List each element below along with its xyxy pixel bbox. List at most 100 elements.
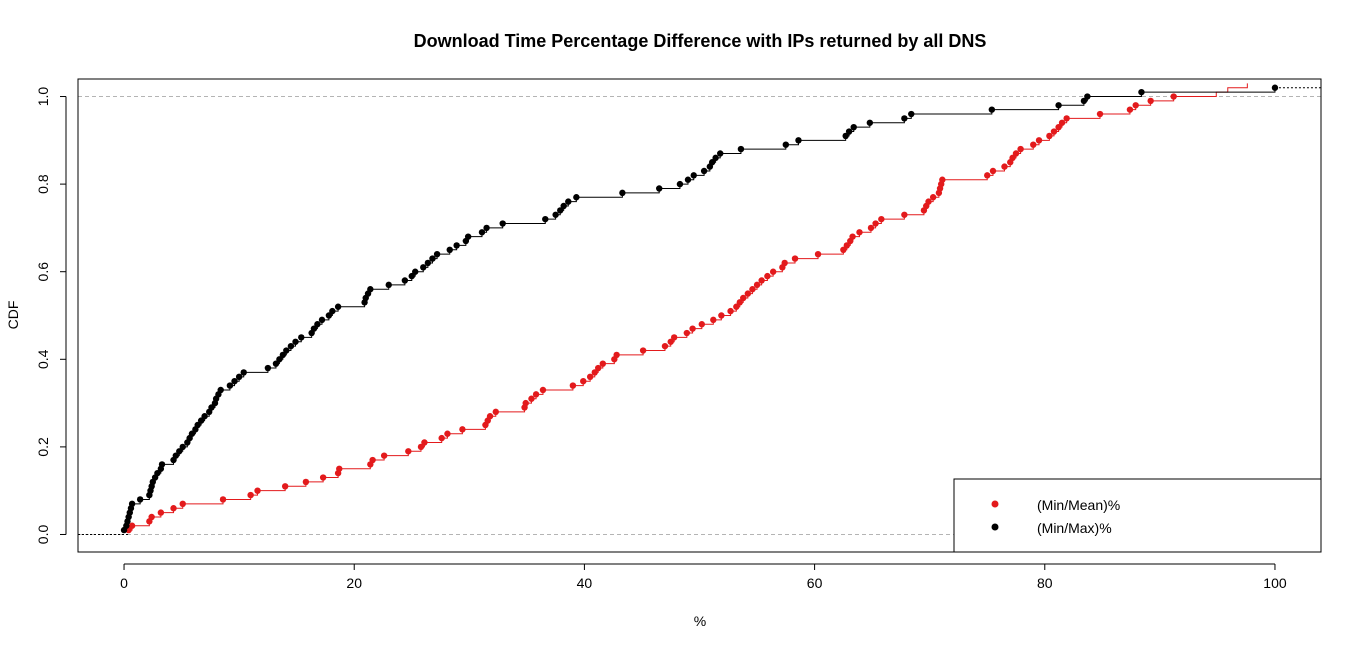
data-point (661, 342, 669, 350)
data-point (1084, 93, 1091, 100)
data-point (433, 250, 441, 258)
data-point (272, 360, 280, 367)
data-point (1017, 145, 1024, 153)
data-point (929, 194, 937, 201)
data-point (380, 452, 388, 459)
data-point (459, 426, 466, 433)
data-point (412, 268, 419, 275)
y-axis: 0.0 0.2 0.4 0.6 0.8 1.0 (35, 87, 67, 545)
data-point (580, 377, 587, 385)
x-tick-label: 100 (1263, 575, 1287, 591)
data-point (842, 132, 849, 140)
data-point (856, 229, 863, 236)
data-point (1132, 102, 1139, 109)
data-point (329, 307, 336, 315)
data-point (532, 391, 540, 398)
data-point (736, 299, 743, 306)
data-point (683, 329, 691, 337)
data-point (401, 277, 409, 284)
data-point (1271, 84, 1279, 91)
y-tick-label: 0.2 (35, 437, 51, 457)
data-point (591, 369, 598, 376)
data-point (1138, 88, 1145, 96)
data-point (429, 255, 436, 262)
data-point (217, 386, 224, 394)
data-point (154, 469, 161, 477)
data-point (795, 137, 802, 144)
data-point (314, 321, 321, 328)
data-point (367, 286, 374, 293)
data-point (1096, 110, 1104, 118)
plot-frame (77, 78, 1322, 553)
data-point (670, 334, 678, 341)
data-point (385, 281, 392, 289)
data-point (1170, 93, 1177, 100)
data-point (690, 172, 697, 179)
series-min-mean (78, 83, 1248, 535)
data-point (710, 316, 717, 324)
series-line (124, 87, 1276, 531)
legend-label-min-mean: (Min/Mean)% (1037, 497, 1120, 513)
data-point (613, 351, 620, 359)
data-point (1050, 128, 1058, 135)
data-point (552, 211, 559, 218)
data-point (619, 189, 626, 197)
data-point (334, 303, 342, 310)
y-axis-label: CDF (5, 301, 21, 330)
data-point (408, 272, 415, 280)
data-point (292, 338, 299, 345)
x-tick-label: 0 (120, 575, 128, 591)
data-point (1147, 97, 1154, 105)
data-point (264, 364, 272, 372)
data-point (718, 312, 725, 319)
y-tick-label: 0.6 (35, 262, 51, 282)
data-point (866, 119, 874, 126)
data-point (753, 281, 761, 289)
data-point (417, 443, 425, 451)
data-point (676, 180, 684, 188)
data-point (712, 154, 719, 162)
data-point (319, 474, 327, 481)
data-point (791, 255, 799, 262)
data-point (235, 373, 243, 381)
data-point (128, 522, 136, 529)
data-point (599, 360, 607, 367)
data-point (424, 259, 432, 267)
data-point (698, 321, 706, 328)
x-tick-label: 60 (807, 575, 823, 591)
data-point (405, 448, 412, 455)
data-point (421, 439, 428, 446)
data-point (197, 417, 205, 424)
data-point (279, 351, 287, 359)
data-point (939, 176, 946, 183)
data-point (136, 496, 144, 503)
data-point (782, 141, 790, 148)
data-point (176, 448, 183, 455)
data-point (1126, 106, 1134, 113)
data-point (302, 478, 310, 486)
data-point (438, 434, 445, 442)
data-point (639, 347, 647, 354)
data-point (737, 145, 745, 153)
data-point (565, 198, 572, 205)
data-point (128, 500, 136, 508)
data-point (901, 115, 908, 122)
data-point (247, 491, 254, 499)
data-point (569, 382, 577, 389)
data-point (769, 268, 777, 275)
data-point (194, 421, 201, 429)
data-point (656, 185, 663, 192)
data-point (486, 413, 494, 420)
y-tick-label: 0.0 (35, 525, 51, 545)
data-point (867, 224, 875, 232)
x-tick-label: 80 (1037, 575, 1053, 591)
data-point (1058, 119, 1066, 126)
data-point (188, 430, 196, 437)
data-point (276, 356, 283, 363)
data-point (849, 233, 856, 240)
data-point (781, 259, 788, 267)
data-point (542, 215, 549, 223)
data-point (179, 443, 186, 451)
data-point (764, 272, 771, 280)
data-point (499, 220, 506, 227)
